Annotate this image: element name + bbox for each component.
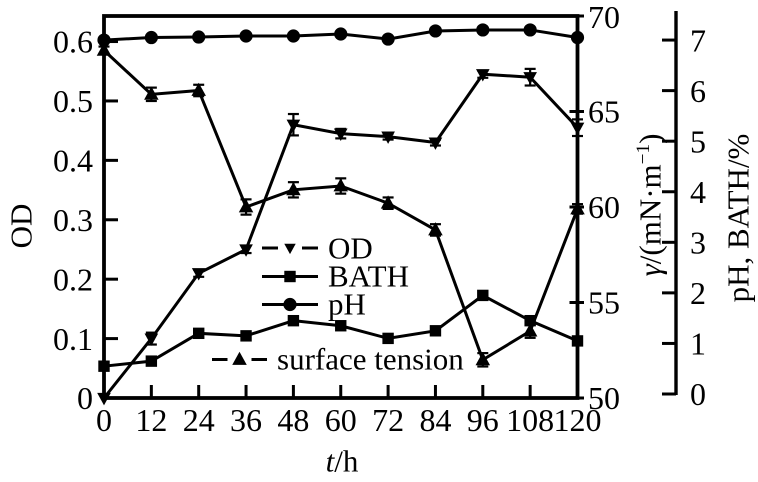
tick-label: 0.3 bbox=[53, 202, 93, 238]
legend-sample-od bbox=[262, 243, 318, 255]
tick-label: 108 bbox=[506, 402, 554, 438]
tick-label: 4 bbox=[690, 174, 706, 210]
tick-label: 0.2 bbox=[53, 261, 93, 297]
series-surface-tension-markers bbox=[96, 42, 585, 368]
tick-label: 48 bbox=[277, 402, 309, 438]
tick-label: 5 bbox=[690, 123, 706, 159]
y-axis-right-ph-bath: 0 1 2 3 4 5 6 7 bbox=[662, 11, 706, 412]
legend-label-bath: BATH bbox=[328, 258, 409, 294]
tick-label: 0 bbox=[77, 380, 93, 416]
x-axis-title-unit: /h bbox=[334, 443, 359, 479]
tick-label: 2 bbox=[690, 275, 706, 311]
tick-label: 96 bbox=[467, 402, 499, 438]
tick-label: 3 bbox=[690, 225, 706, 261]
tick-label: 70 bbox=[588, 0, 620, 35]
tick-label: 0 bbox=[690, 376, 706, 412]
legend-sample-ph bbox=[262, 297, 318, 312]
tick-label: 36 bbox=[230, 402, 262, 438]
x-axis-title-symbol: t bbox=[325, 443, 335, 479]
series-od-markers bbox=[97, 67, 585, 406]
tick-label: 120 bbox=[554, 402, 602, 438]
tick-label: 84 bbox=[419, 402, 451, 438]
x-axis: 0 12 24 36 48 60 72 84 96 108 120 bbox=[96, 385, 602, 438]
y-axis-title-od: OD bbox=[3, 203, 39, 249]
gamma-unit: /(mN·m bbox=[632, 164, 668, 265]
legend bbox=[212, 243, 318, 365]
legend-sample-surface-tension bbox=[212, 351, 267, 365]
y-axis-left-od: 0 0.1 0.2 0.3 0.4 0.5 0.6 bbox=[53, 24, 118, 416]
tick-label: 1 bbox=[690, 326, 706, 362]
series-bath-markers bbox=[98, 289, 584, 372]
tick-label: 50 bbox=[588, 380, 620, 416]
series-ph-markers bbox=[97, 23, 585, 47]
gamma-unit-close: ) bbox=[632, 133, 668, 144]
tick-label: 55 bbox=[588, 285, 620, 321]
gamma-symbol: γ bbox=[632, 264, 668, 277]
tick-label: 0.6 bbox=[53, 24, 93, 60]
tick-label: 6 bbox=[690, 73, 706, 109]
tick-label: 60 bbox=[325, 402, 357, 438]
y-axis-right-gamma: 50 55 60 65 70 bbox=[569, 0, 620, 416]
tick-label: 0.4 bbox=[53, 143, 93, 179]
x-axis-title: t/h bbox=[326, 446, 359, 477]
legend-label-od: OD bbox=[328, 230, 373, 266]
tick-label: 72 bbox=[372, 402, 404, 438]
tick-label: 60 bbox=[588, 189, 620, 225]
tick-label: 7 bbox=[690, 22, 706, 58]
tick-label: 65 bbox=[588, 94, 620, 130]
gamma-unit-exponent: −1 bbox=[633, 143, 655, 165]
legend-sample-bath bbox=[262, 270, 318, 283]
legend-label-ph: pH bbox=[328, 286, 366, 322]
tick-label: 0 bbox=[96, 402, 112, 438]
tick-label: 0.5 bbox=[53, 83, 93, 119]
legend-label-surface-tension: surface tension bbox=[277, 341, 464, 377]
y-axis-title-gamma: γ/(mN·m−1) bbox=[632, 133, 668, 277]
tick-label: 0.1 bbox=[53, 321, 93, 357]
tick-label: 24 bbox=[183, 402, 215, 438]
tick-label: 12 bbox=[135, 402, 167, 438]
y-axis-title-ph-bath: pH, BATH/% bbox=[720, 133, 756, 303]
